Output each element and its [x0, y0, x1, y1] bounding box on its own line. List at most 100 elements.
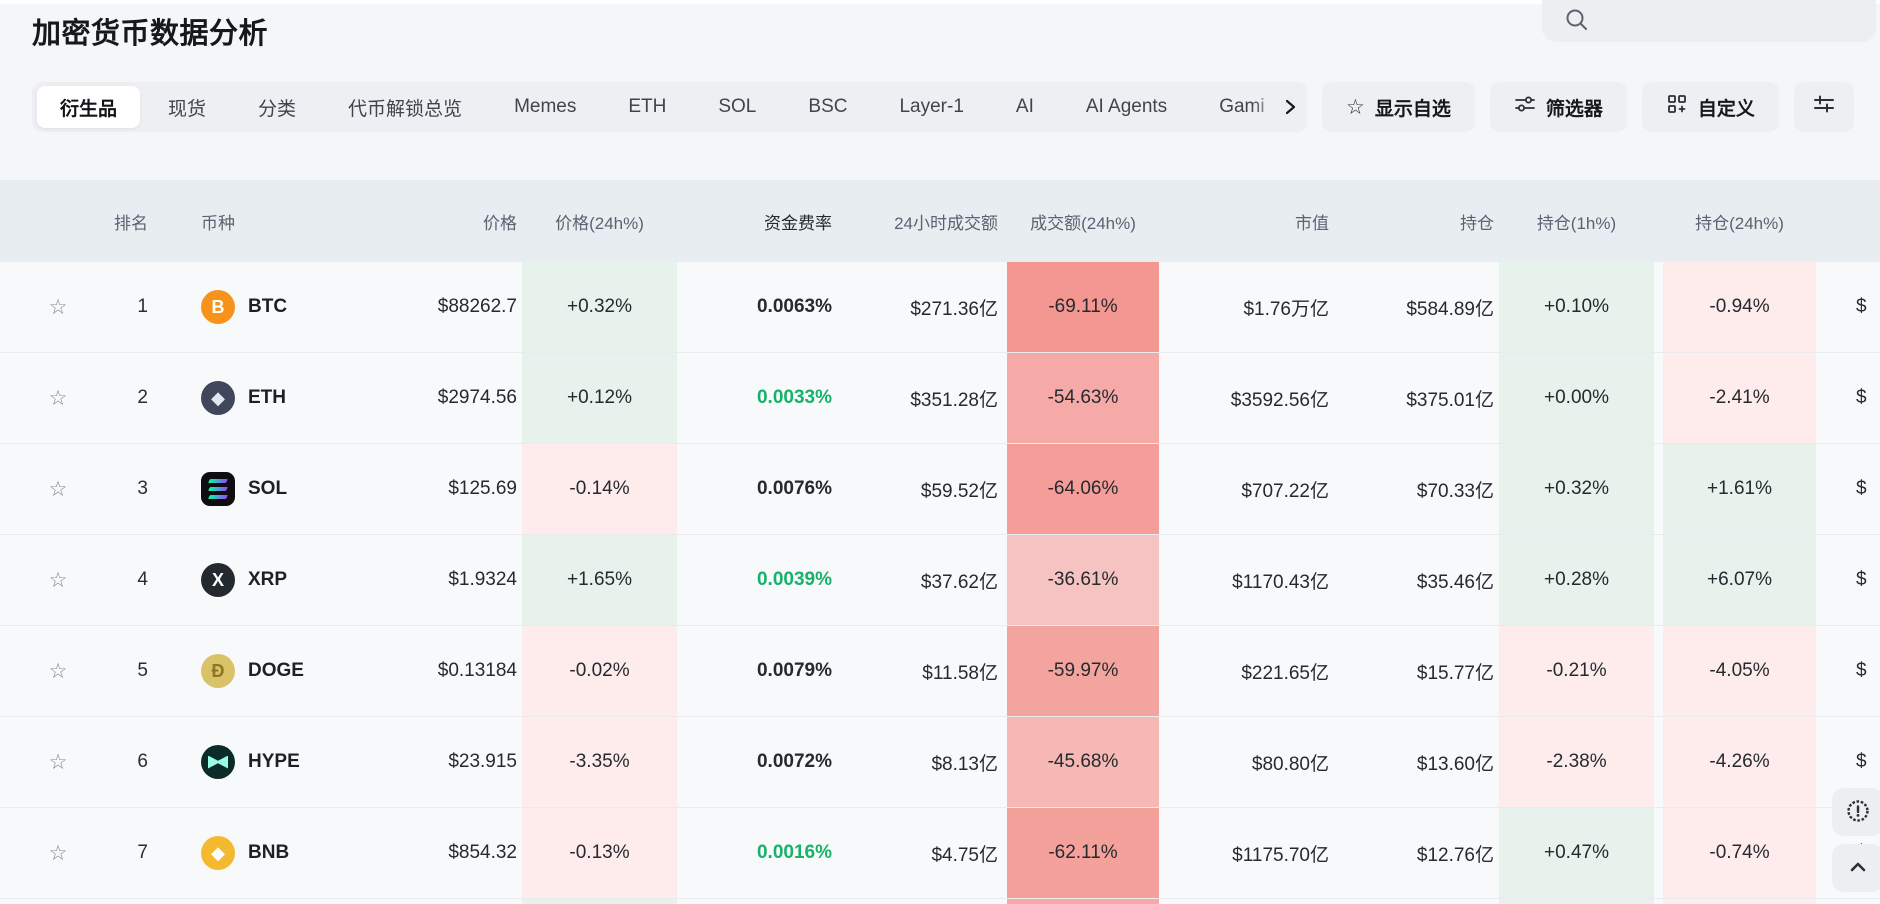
back-to-top-button[interactable]: [1832, 844, 1880, 892]
col-header-oi-1h-pct[interactable]: 持仓(1h%): [1536, 213, 1617, 233]
col-header-price-24h-pct[interactable]: 价格(24h%): [555, 213, 644, 233]
volume-24h-pct-cell: -36.61%: [1007, 535, 1159, 625]
oi-24h-pct-cell: -0.74%: [1663, 808, 1816, 898]
coin-cell[interactable]: SOL: [148, 444, 368, 534]
open-interest-cell: $15.77亿: [1416, 662, 1494, 684]
coin-icon: [201, 745, 235, 779]
funding-cell: 0.0072%: [756, 751, 832, 772]
favorite-star-icon[interactable]: ☆: [48, 477, 68, 501]
oi-1h-pct-cell: -0.21%: [1499, 626, 1654, 716]
volume-24h-pct-cell: -69.11%: [1007, 262, 1159, 352]
coin-symbol: SOL: [248, 478, 288, 499]
oi-24h-pct-cell: -4.05%: [1663, 626, 1816, 716]
coin-cell[interactable]: Ð DOGE: [148, 626, 368, 716]
price-cell: $854.32: [448, 842, 517, 863]
show-watchlist-button[interactable]: ☆ 显示自选: [1322, 82, 1475, 132]
favorite-star-icon[interactable]: ☆: [48, 659, 68, 683]
next-column-clipped: $: [1856, 387, 1867, 408]
grid-plus-icon: [1666, 93, 1688, 121]
open-interest-cell: $375.01亿: [1406, 389, 1494, 411]
tab[interactable]: 分类: [258, 98, 297, 120]
tab[interactable]: AI Agents: [1085, 96, 1168, 117]
col-header-open-interest[interactable]: 持仓: [1460, 213, 1494, 233]
filter-button[interactable]: 筛选器: [1489, 82, 1627, 132]
search-input[interactable]: [1542, 0, 1876, 42]
volume-cell: $37.62亿: [920, 571, 998, 593]
favorite-star-icon[interactable]: ☆: [48, 750, 68, 774]
table-row[interactable]: ☆ 2 ◆ ETH $2974.56 +0.12% 0.0033% $351.2…: [0, 353, 1880, 444]
volume-cell: $351.28亿: [910, 389, 998, 411]
rank-cell: 3: [137, 478, 148, 499]
volume-24h-pct-cell: -64.06%: [1007, 444, 1159, 534]
col-header-rank[interactable]: 排名: [114, 213, 148, 233]
tab[interactable]: Memes: [514, 96, 577, 117]
tabs-scroll-chevron[interactable]: [1251, 82, 1307, 132]
tab[interactable]: ETH: [628, 96, 667, 117]
col-header-oi-24h-pct[interactable]: 持仓(24h%): [1695, 213, 1784, 233]
coin-icon: B: [201, 290, 235, 324]
tab[interactable]: 代币解锁总览: [348, 98, 463, 120]
oi-1h-pct-cell: -2.38%: [1499, 717, 1654, 807]
tab[interactable]: 现货: [168, 98, 207, 120]
table-row[interactable]: ☆ 1 B BTC $88262.7 +0.32% 0.0063% $271.3…: [0, 262, 1880, 353]
price-24h-pct-cell: +1.65%: [522, 535, 677, 625]
favorite-star-icon[interactable]: ☆: [48, 386, 68, 410]
oi-24h-pct-cell: [1663, 899, 1816, 904]
floating-buttons: [1832, 788, 1880, 892]
filter-lines-icon: [1812, 92, 1836, 122]
next-column-clipped: $: [1856, 660, 1867, 681]
tab[interactable]: Layer-1: [899, 96, 964, 117]
coin-cell[interactable]: ◆ BNB: [148, 808, 368, 898]
next-column-clipped: $: [1856, 569, 1867, 590]
search-icon: [1564, 7, 1590, 33]
favorite-star-icon[interactable]: ☆: [48, 295, 68, 319]
funding-cell: 0.0033%: [756, 387, 832, 408]
coin-cell[interactable]: ◆ ETH: [148, 353, 368, 443]
next-column-clipped: [1816, 899, 1880, 904]
open-interest-cell: $35.46亿: [1416, 571, 1494, 593]
market-cap-cell: $707.22亿: [1241, 480, 1329, 502]
customize-button[interactable]: 自定义: [1641, 82, 1779, 132]
tab[interactable]: SOL: [718, 96, 757, 117]
open-interest-cell: [1334, 899, 1499, 904]
price-24h-pct-cell: +0.12%: [522, 353, 677, 443]
tab[interactable]: 衍生品: [37, 86, 141, 128]
table-row[interactable]: ☆ 6 HYPE $23.915 -3.35% 0.0072% $8.13亿 -…: [0, 717, 1880, 808]
volume-24h-pct-cell: -62.11%: [1007, 808, 1159, 898]
coin-symbol: BTC: [248, 296, 288, 317]
table-row[interactable]: ☆ 4 X XRP $1.9324 +1.65% 0.0039% $37.62亿…: [0, 535, 1880, 626]
coin-cell[interactable]: B BTC: [148, 262, 368, 352]
favorite-star-icon[interactable]: [32, 899, 84, 904]
table-row[interactable]: ☆ 7 ◆ BNB $854.32 -0.13% 0.0016% $4.75亿 …: [0, 808, 1880, 899]
notice-badge-button[interactable]: [1832, 788, 1880, 836]
oi-24h-pct-cell: -2.41%: [1663, 353, 1816, 443]
tab[interactable]: AI: [1015, 96, 1034, 117]
table-row[interactable]: [0, 899, 1880, 904]
volume-cell: $11.58亿: [922, 662, 998, 684]
header-star-col: [32, 180, 84, 262]
col-header-market-cap[interactable]: 市值: [1295, 213, 1329, 233]
col-header-volume-24h[interactable]: 24小时成交额: [894, 213, 998, 233]
coin-cell[interactable]: [148, 899, 368, 904]
col-header-funding-rate[interactable]: 资金费率: [764, 213, 832, 233]
funding-cell: 0.0039%: [756, 569, 832, 590]
col-header-price[interactable]: 价格: [483, 213, 517, 233]
coin-cell[interactable]: HYPE: [148, 717, 368, 807]
price-cell: $2974.56: [437, 387, 517, 408]
col-header-coin[interactable]: 币种: [201, 213, 235, 233]
volume-24h-pct-cell: -45.68%: [1007, 717, 1159, 807]
market-cap-cell: $3592.56亿: [1230, 389, 1329, 411]
rank-cell: 1: [137, 296, 148, 317]
table-row[interactable]: ☆ 3 SOL $125.69 -0.14% 0.0076% $59.52亿 -…: [0, 444, 1880, 535]
tab[interactable]: BSC: [808, 96, 848, 117]
price-cell: [368, 899, 522, 904]
coin-icon: [201, 899, 235, 904]
coin-icon: X: [201, 563, 235, 597]
col-header-volume-24h-pct[interactable]: 成交额(24h%): [1030, 213, 1136, 233]
favorite-star-icon[interactable]: ☆: [48, 568, 68, 592]
coin-cell[interactable]: X XRP: [148, 535, 368, 625]
layout-settings-button[interactable]: [1793, 82, 1854, 132]
table-row[interactable]: ☆ 5 Ð DOGE $0.13184 -0.02% 0.0079% $11.5…: [0, 626, 1880, 717]
favorite-star-icon[interactable]: ☆: [48, 841, 68, 865]
price-cell: $1.9324: [448, 569, 517, 590]
